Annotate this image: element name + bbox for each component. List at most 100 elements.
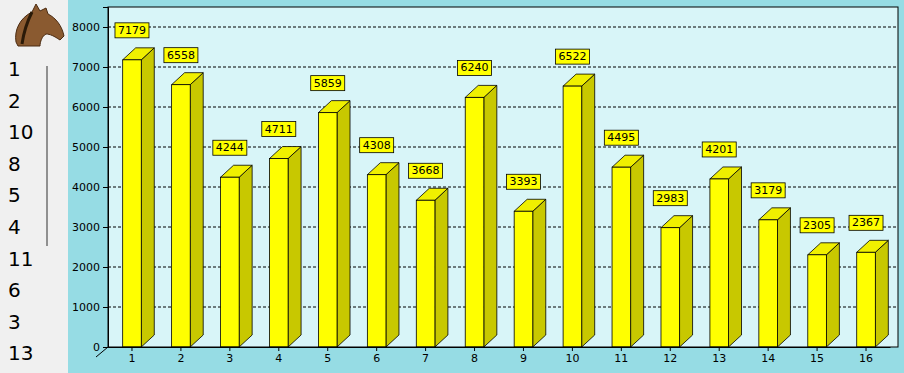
- sidebar-item: 10: [8, 120, 33, 144]
- bar-3d: [563, 74, 595, 347]
- bar-top: [269, 147, 301, 159]
- data-label: 3668: [412, 164, 440, 177]
- bar-top: [318, 101, 350, 113]
- x-tick: 13: [712, 347, 726, 365]
- bar-3d: [367, 163, 399, 347]
- y-tick-label: 3000: [72, 221, 100, 234]
- bar-top: [172, 73, 204, 85]
- x-tick-mark: [768, 347, 769, 351]
- data-label-box: [604, 130, 638, 145]
- bar-3d: [123, 48, 155, 347]
- data-label-group: 4308: [360, 138, 394, 153]
- x-tick-label: 12: [663, 352, 677, 365]
- bar-side: [826, 243, 839, 347]
- data-label-group: 6522: [555, 49, 589, 64]
- bar-3d: [172, 73, 204, 347]
- data-label-group: 3393: [506, 174, 540, 189]
- data-label-group: 3668: [409, 163, 443, 178]
- bar-top: [367, 163, 399, 175]
- x-tick-mark: [180, 347, 181, 351]
- data-label-box: [458, 60, 492, 75]
- x-tick: 14: [761, 347, 775, 365]
- chart-root: 1210854116313010002000300040005000600070…: [0, 0, 904, 373]
- x-tick: 5: [324, 347, 331, 365]
- x-tick-mark: [327, 347, 328, 351]
- x-tick-label: 1: [128, 352, 135, 365]
- y-tick-label: 5000: [72, 141, 100, 154]
- y-tick-mark: [103, 267, 108, 268]
- bar-top: [612, 155, 644, 167]
- sidebar-item: 6: [8, 278, 21, 302]
- bar-top: [563, 74, 595, 86]
- x-tick-label: 4: [275, 352, 282, 365]
- data-label-box: [849, 215, 883, 230]
- y-tick-mark: [103, 307, 108, 308]
- y-tick-label: 1000: [72, 301, 100, 314]
- data-label-box: [213, 140, 247, 155]
- bar-top: [221, 165, 253, 177]
- bar: [269, 159, 288, 347]
- data-label-box: [800, 218, 834, 233]
- data-label-group: 2367: [849, 215, 883, 230]
- bar-side: [337, 101, 350, 347]
- x-tick: 15: [810, 347, 824, 365]
- bar-top: [416, 188, 448, 200]
- bar: [416, 200, 435, 347]
- data-label-group: 6240: [458, 60, 492, 75]
- y-tick-label: 2000: [72, 261, 100, 274]
- y-tick: 3000: [72, 221, 108, 234]
- data-label-box: [751, 183, 785, 198]
- y-tick-mark: [103, 27, 108, 28]
- bar: [172, 85, 191, 347]
- x-tick-mark: [229, 347, 230, 351]
- x-tick-mark: [425, 347, 426, 351]
- data-label-box: [506, 174, 540, 189]
- bar-top: [123, 48, 155, 60]
- x-tick-label: 9: [520, 352, 527, 365]
- x-tick-mark: [523, 347, 524, 351]
- x-tick: 1: [128, 347, 135, 365]
- grid-line: [108, 27, 898, 28]
- bar-side: [729, 167, 742, 347]
- bar: [661, 228, 680, 347]
- data-label-box: [115, 23, 149, 38]
- y-tick-mark: [103, 67, 108, 68]
- sidebar-item: 3: [8, 310, 21, 334]
- data-label-box: [555, 49, 589, 64]
- bar-side: [239, 165, 252, 347]
- x-tick-label: 3: [226, 352, 233, 365]
- data-label: 2305: [803, 219, 831, 232]
- horse-icon: [16, 4, 64, 46]
- x-tick: 11: [614, 347, 628, 365]
- x-tick-label: 14: [761, 352, 775, 365]
- x-tick-label: 11: [614, 352, 628, 365]
- data-label-group: 4244: [213, 140, 247, 155]
- x-tick-mark: [670, 347, 671, 351]
- sidebar-divider: [46, 66, 48, 246]
- data-label-group: 6558: [164, 48, 198, 63]
- y-tick: 4000: [72, 181, 108, 194]
- x-tick-label: 13: [712, 352, 726, 365]
- data-label: 4201: [705, 143, 733, 156]
- horse-mane: [22, 12, 32, 44]
- sidebar-item: 5: [8, 183, 21, 207]
- plot-bg: [108, 7, 898, 347]
- bar-side: [582, 74, 595, 347]
- y-tick: 7000: [72, 61, 108, 74]
- data-label: 6240: [461, 61, 489, 74]
- data-label-box: [702, 142, 736, 157]
- x-tick: 9: [520, 347, 527, 365]
- bar: [563, 86, 582, 347]
- data-label-box: [360, 138, 394, 153]
- data-label-box: [311, 76, 345, 91]
- bar-3d: [759, 208, 791, 347]
- x-tick-mark: [866, 347, 867, 351]
- x-tick-mark: [719, 347, 720, 351]
- bar-3d: [221, 165, 253, 347]
- x-tick: 10: [565, 347, 579, 365]
- bar: [318, 113, 337, 347]
- y-tick: 6000: [72, 101, 108, 114]
- data-label-group: 2983: [653, 191, 687, 206]
- bar-top: [661, 216, 693, 228]
- grid-line: [108, 107, 898, 108]
